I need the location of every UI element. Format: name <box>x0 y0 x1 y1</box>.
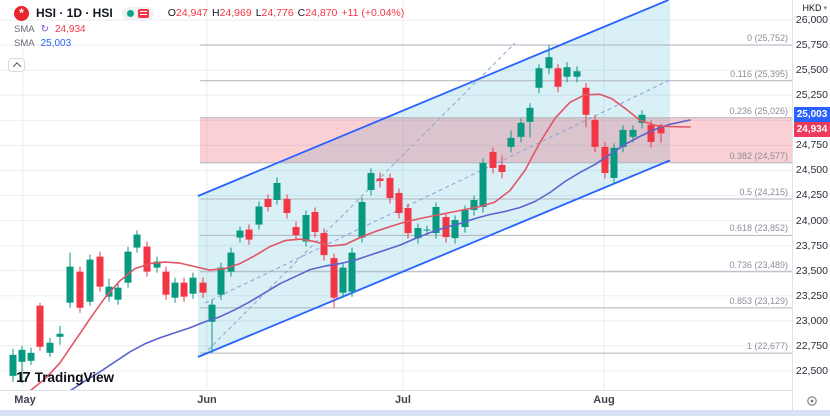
fib-level-label: 0.736 (23,489) <box>729 259 788 270</box>
bottom-strip <box>0 410 830 416</box>
fib-level-label: 1 (22,677) <box>746 341 788 352</box>
collapse-legend-button[interactable] <box>8 58 25 72</box>
chart-pane[interactable]: 0 (25,752) 0.116 (25,395) 0.236 (25,026) 0.… <box>0 0 792 390</box>
price-tick-label: 24,250 <box>795 189 828 202</box>
tradingview-watermark[interactable]: 17 TradingView <box>16 369 114 386</box>
fib-level-label: 0 (25,752) <box>746 32 788 43</box>
fib-level-label: 0.382 (24,577) <box>729 150 788 161</box>
gear-icon <box>806 395 817 406</box>
price-tick-label: 23,250 <box>795 289 828 302</box>
fib-level-label: 0.5 (24,215) <box>739 186 788 197</box>
price-axis[interactable]: HKD ▾ 26,000 25,750 25,500 25,250 24,750 24,5… <box>792 0 830 410</box>
legend: * HSI · 1D · HSI O24,947 H24,969 L24,776… <box>8 4 404 72</box>
fib-level-label: 0.853 (23,129) <box>729 295 788 306</box>
price-tick-label: 24,000 <box>795 214 828 227</box>
fib-level-label: 0.236 (25,026) <box>729 105 788 116</box>
symbol-title[interactable]: HSI · 1D · HSI <box>36 6 113 20</box>
price-tick-label: 24,750 <box>795 139 828 152</box>
legend-menu-icon[interactable] <box>137 8 149 18</box>
currency-label: HKD <box>802 3 822 13</box>
sma-fast-price-tag: 24,934 <box>794 122 830 138</box>
legend-main-row[interactable]: * HSI · 1D · HSI O24,947 H24,969 L24,776… <box>14 4 404 22</box>
open-value: 24,947 <box>175 7 208 19</box>
price-tick-label: 23,500 <box>795 264 828 277</box>
month-label: Jul <box>395 394 411 406</box>
axis-settings-button[interactable] <box>793 391 830 410</box>
price-tick-label: 22,500 <box>795 364 828 377</box>
loading-loop-icon: ↻ <box>40 23 49 35</box>
ohlc-readout: O24,947 H24,969 L24,776 C24,870 +11 (+0.… <box>167 7 405 19</box>
price-tick-label: 22,750 <box>795 339 828 352</box>
close-value: 24,870 <box>305 7 338 19</box>
month-label: May <box>14 394 36 406</box>
tradingview-logo-text: TradingView <box>34 370 114 385</box>
fib-level-label: 0.116 (25,395) <box>730 68 788 79</box>
visibility-dot-icon[interactable] <box>126 9 134 17</box>
fib-level-label: 0.618 (23,852) <box>729 223 788 234</box>
month-label: Jun <box>197 394 217 406</box>
legend-controls-pill[interactable] <box>121 6 154 20</box>
chart-canvas[interactable] <box>0 0 792 390</box>
sma-label: SMA <box>14 38 35 49</box>
chevron-down-icon: ▾ <box>823 5 827 12</box>
price-tick-label: 23,000 <box>795 314 828 327</box>
sma-row-fast[interactable]: SMA ↻ 24,934 <box>14 23 404 36</box>
currency-selector[interactable]: HKD ▾ <box>793 0 830 17</box>
sma-slow-value: 25,003 <box>40 38 72 49</box>
price-tick-label: 25,250 <box>795 89 828 102</box>
sma-row-slow[interactable]: SMA 25,003 <box>14 37 404 50</box>
month-label: Aug <box>593 394 615 406</box>
sma-fast-value: 24,934 <box>54 24 86 35</box>
symbol-logo-icon: * <box>14 5 29 21</box>
time-axis[interactable]: May Jun Jul Aug <box>0 390 792 410</box>
price-tick-label: 26,000 <box>795 14 828 27</box>
price-tick-label: 23,750 <box>795 239 828 252</box>
price-tick-label: 25,500 <box>795 64 828 77</box>
change-value: +11 (+0.04%) <box>341 7 405 19</box>
price-tick-label: 24,500 <box>795 164 828 177</box>
chevron-up-icon <box>12 62 21 71</box>
price-tick-label: 25,750 <box>795 39 828 52</box>
high-value: 24,969 <box>219 7 252 19</box>
low-value: 24,776 <box>261 7 294 19</box>
sma-label: SMA <box>14 24 35 35</box>
sma-slow-price-tag: 25,003 <box>794 107 830 123</box>
tradingview-logo-icon: 17 <box>16 369 31 386</box>
